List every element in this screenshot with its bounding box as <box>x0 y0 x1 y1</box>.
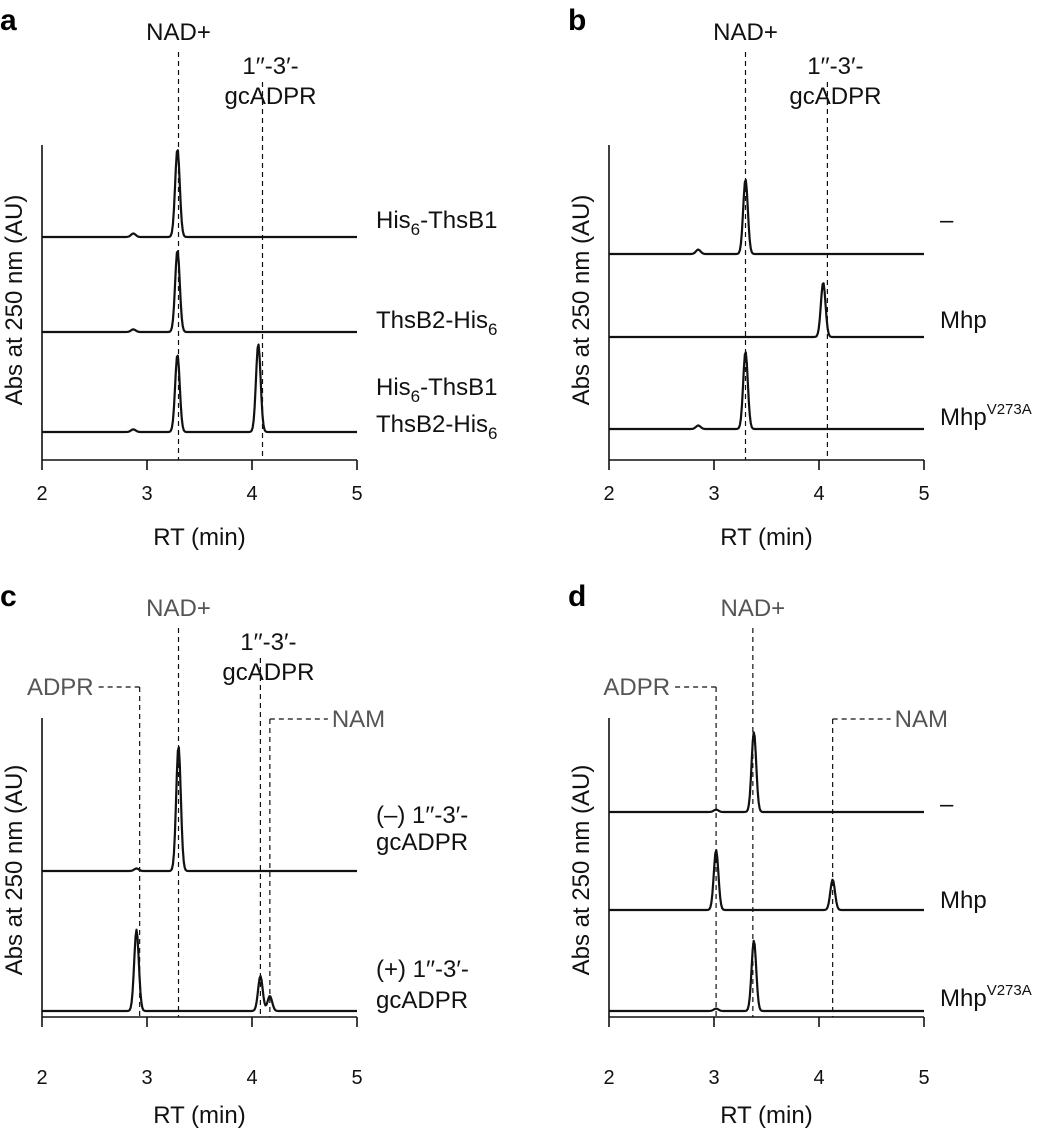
trace-label-line2: gcADPR <box>376 829 468 856</box>
trace-label-line2-text: gcADPR <box>376 987 468 1014</box>
trace-label-line2-text: gcADPR <box>376 829 468 856</box>
chromatogram-trace <box>608 178 925 256</box>
panel-letter-a: a <box>0 4 17 37</box>
x-tick-label: 5 <box>351 1067 362 1089</box>
trace-label: Mhp <box>940 307 987 334</box>
trace-label-text: Mhp <box>940 307 987 334</box>
marker-label: NAM <box>332 706 385 733</box>
trace-label-superscript: V273A <box>987 982 1032 999</box>
chromatogram-trace <box>41 343 358 434</box>
y-axis-label: Abs at 250 nm (AU) <box>568 765 595 976</box>
panel-c: c 2 3 4 5 RT (min) Abs at 250 nm (AU) NAD+ 1′′-… <box>0 580 469 1129</box>
marker-label: 1′′-3′- <box>242 53 298 80</box>
trace-label-line2: ThsB2-His6 <box>376 411 498 443</box>
marker-label: NAD+ <box>146 19 211 46</box>
trace-label-subscript: 6 <box>488 320 497 339</box>
panel-letter-c: c <box>0 580 17 613</box>
x-tick-label: 4 <box>246 483 257 505</box>
panel-b: b 2 3 4 5 RT (min) Abs at 250 nm (AU) NAD+ 1′′-… <box>568 4 1032 551</box>
trace-label: ThsB2-His6 <box>376 307 498 339</box>
trace-label-text: (+) 1′′-3′- <box>376 956 469 983</box>
x-tick-label: 5 <box>918 483 929 505</box>
x-axis-label: RT (min) <box>720 524 812 551</box>
marker-label: gcADPR <box>224 83 316 110</box>
chromatogram-trace <box>608 731 925 814</box>
trace-label-after: -ThsB1 <box>420 207 497 234</box>
chromatogram-trace <box>608 939 925 1013</box>
y-axis-label: Abs at 250 nm (AU) <box>1 765 28 976</box>
trace-label-line2: gcADPR <box>376 987 468 1014</box>
trace-label-text: His <box>376 374 411 401</box>
x-axis-label: RT (min) <box>153 1102 245 1129</box>
x-tick-label: 5 <box>918 1067 929 1089</box>
chromatogram-trace <box>41 928 358 1013</box>
chromatogram-trace <box>608 351 925 431</box>
trace-label-text: – <box>940 791 954 818</box>
y-axis-label: Abs at 250 nm (AU) <box>568 195 595 406</box>
trace-label: Mhp <box>940 887 987 914</box>
marker-label: 1′′-3′- <box>240 629 296 656</box>
trace-label: (+) 1′′-3′- <box>376 956 469 983</box>
x-tick-label: 3 <box>141 1067 152 1089</box>
x-tick-label: 2 <box>603 1067 614 1089</box>
trace-label: MhpV273A <box>940 401 1032 431</box>
trace-label: (–) 1′′-3′- <box>376 802 468 829</box>
trace-label-text: ThsB2-His <box>376 307 488 334</box>
trace-label-text: His <box>376 207 411 234</box>
panel-d: d 2 3 4 5 RT (min) Abs at 250 nm (AU) NAD+ ADPR… <box>568 580 1032 1129</box>
chromatogram-trace <box>608 282 925 339</box>
marker-label: NAM <box>895 706 948 733</box>
x-tick-label: 5 <box>351 483 362 505</box>
trace-label: – <box>940 207 954 234</box>
trace-label-line2-text: ThsB2-His <box>376 411 488 438</box>
trace-label: – <box>940 791 954 818</box>
trace-label: MhpV273A <box>940 982 1032 1012</box>
marker-label: gcADPR <box>222 659 314 686</box>
panel-a: a 2 3 4 5 RT (min) Abs at 250 nm (AU) NAD+ 1′′-… <box>0 4 498 551</box>
trace-label-subscript: 6 <box>411 387 420 406</box>
x-tick-label: 3 <box>141 483 152 505</box>
trace-label-text: – <box>940 207 954 234</box>
panel-letter-d: d <box>568 580 586 613</box>
chromatogram-trace <box>41 746 358 873</box>
trace-label-superscript: V273A <box>987 401 1032 418</box>
chromatogram-trace <box>41 149 358 239</box>
trace-label-text: (–) 1′′-3′- <box>376 802 468 829</box>
trace-label-text: Mhp <box>940 985 987 1012</box>
x-axis-label: RT (min) <box>720 1102 812 1129</box>
marker-label: gcADPR <box>789 83 881 110</box>
marker-label: NAD+ <box>721 595 786 622</box>
x-tick-label: 2 <box>36 1067 47 1089</box>
trace-label-text: Mhp <box>940 404 987 431</box>
trace-label-text: Mhp <box>940 887 987 914</box>
panel-letter-b: b <box>568 4 586 37</box>
chromatogram-trace <box>608 849 925 912</box>
x-tick-label: 3 <box>708 483 719 505</box>
x-tick-label: 4 <box>813 483 824 505</box>
marker-label: 1′′-3′- <box>807 53 863 80</box>
trace-label: His6-ThsB1 <box>376 374 498 406</box>
trace-label-subscript: 6 <box>411 220 420 239</box>
marker-label: ADPR <box>603 674 670 701</box>
marker-label: ADPR <box>27 674 94 701</box>
x-tick-label: 2 <box>36 483 47 505</box>
x-tick-label: 4 <box>246 1067 257 1089</box>
x-tick-label: 2 <box>603 483 614 505</box>
trace-label: His6-ThsB1 <box>376 207 498 239</box>
trace-label-line2-subscript: 6 <box>488 424 497 443</box>
chromatogram-trace <box>41 250 358 334</box>
x-tick-label: 3 <box>708 1067 719 1089</box>
y-axis-label: Abs at 250 nm (AU) <box>1 195 28 406</box>
marker-label: NAD+ <box>146 595 211 622</box>
marker-label: NAD+ <box>713 19 778 46</box>
trace-label-after: -ThsB1 <box>420 374 497 401</box>
x-tick-label: 4 <box>813 1067 824 1089</box>
x-axis-label: RT (min) <box>153 524 245 551</box>
